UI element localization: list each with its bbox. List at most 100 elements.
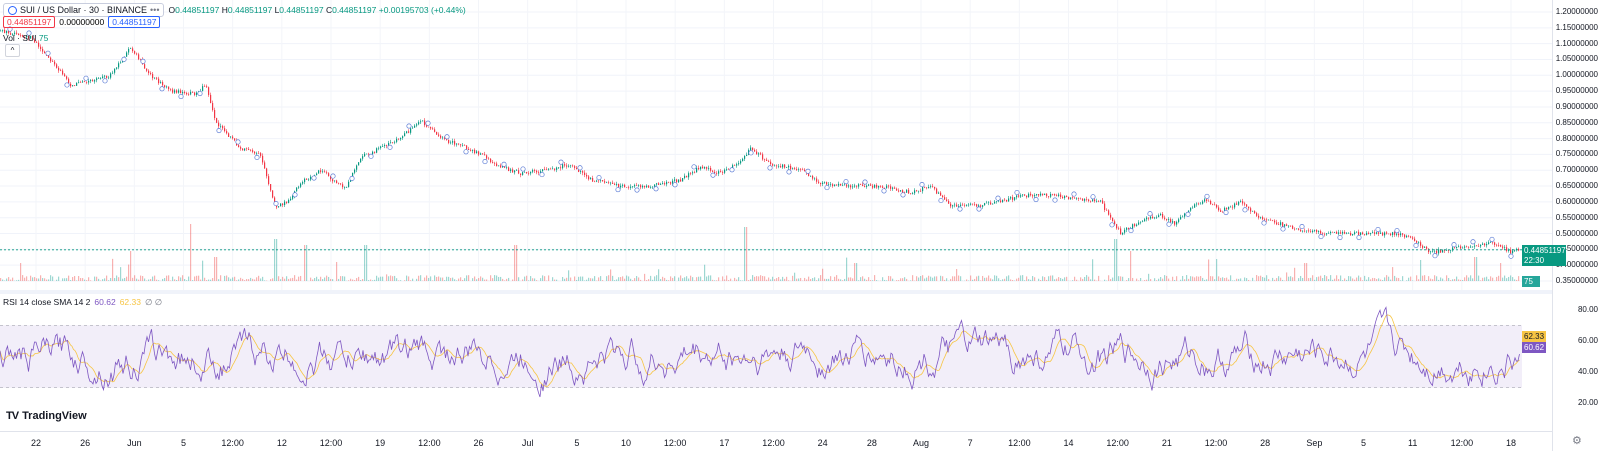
volume-bar [612,276,613,281]
candle-body [220,126,221,127]
volume-bar [12,278,13,281]
candle-body [1198,204,1199,205]
volume-bar [1504,276,1505,281]
price-axis-label: 1.00000000 [1556,70,1598,79]
time-axis-label: 26 [80,438,90,448]
candle-body [300,184,301,187]
volume-bar [446,277,447,281]
candle-body [1216,205,1217,207]
volume-bar [1146,280,1147,281]
volume-bar [1230,275,1231,281]
candle-body [574,166,575,168]
candle-body [934,187,935,189]
volume-bar [904,277,905,281]
volume-bar [592,278,593,281]
volume-bar [1194,277,1195,281]
candle-body [244,148,245,150]
candle-body [1112,218,1113,222]
time-axis-label: 21 [1162,438,1172,448]
volume-bar [332,279,333,281]
tradingview-logo[interactable]: TV TradingView [6,410,87,422]
volume-bar [1256,275,1257,281]
volume-bar [388,276,389,281]
volume-bar [1454,279,1455,281]
volume-bar [606,276,607,281]
collapse-legend-button[interactable]: ^ [5,44,20,57]
volume-bar [986,278,987,281]
volume-bar [936,276,937,281]
candle-body [1048,196,1049,197]
candle-body [1360,232,1361,234]
price-axis-label: 0.50000000 [1556,229,1598,238]
volume-bar [868,277,869,281]
candle-body [348,182,349,187]
volume-bar [1104,280,1105,281]
settings-gear-icon[interactable]: ⚙ [1572,434,1582,447]
volume-bar [598,277,599,281]
rsi-chart[interactable] [0,294,1552,419]
candle-body [334,181,335,182]
ohlc-values: O0.44851197 H0.44851197 L0.44851197 C0.4… [168,5,465,15]
candle-body [626,187,627,188]
candle-body [310,177,311,180]
volume-bar [1166,276,1167,281]
volume-bar [1062,279,1063,281]
candle-body [428,127,429,128]
volume-bar [978,276,979,281]
candle-body [472,150,473,151]
candle-body [1202,201,1203,203]
buy-button[interactable]: 0.44851197 [108,16,160,28]
candle-body [1156,217,1157,218]
candle-body [1064,196,1065,198]
volume-bar [78,276,79,281]
volume-bar [102,279,103,281]
candle-body [694,172,695,173]
candle-body [988,202,989,203]
volume-bar [1086,275,1087,281]
volume-bar [1292,277,1293,281]
candle-body [1080,199,1081,200]
volume-bar [1156,280,1157,281]
volume-bar [322,279,323,281]
sell-button[interactable]: 0.44851197 [3,16,55,28]
volume-bar [16,280,17,281]
candle-body [1100,201,1101,202]
candle-body [586,175,587,176]
symbol-selector[interactable]: SUI / US Dollar · 30 · BINANCE ••• [3,3,164,17]
candle-body [84,81,85,82]
candle-body [408,131,409,132]
bar-countdown-tag: 22:30 [1522,255,1566,266]
volume-bar [144,278,145,281]
volume-bar [1456,277,1457,281]
candle-body [762,154,763,159]
volume-bar [304,245,305,281]
candle-body [1364,234,1365,235]
candle-body [270,184,271,190]
candle-body [248,149,249,150]
volume-bar [1468,277,1469,281]
candle-body [592,178,593,181]
candle-body [1274,221,1275,223]
volume-bar [226,276,227,281]
volume-bar [782,277,783,281]
price-chart[interactable] [0,0,1552,290]
more-dots-icon[interactable]: ••• [150,5,159,15]
volume-bar [1264,278,1265,281]
indicator-marker [312,176,316,180]
candle-body [1454,247,1455,248]
volume-bar [858,280,859,281]
candle-body [344,187,345,188]
volume-bar [1424,275,1425,281]
candle-body [1410,236,1411,237]
indicator-marker [407,124,411,128]
price-axis-label: 0.75000000 [1556,149,1598,158]
volume-bar [1408,278,1409,281]
candle-body [1496,245,1497,246]
candle-body [1504,247,1505,248]
volume-bar [624,279,625,281]
volume-bar [710,275,711,281]
candle-body [222,126,223,128]
volume-bar [540,278,541,281]
